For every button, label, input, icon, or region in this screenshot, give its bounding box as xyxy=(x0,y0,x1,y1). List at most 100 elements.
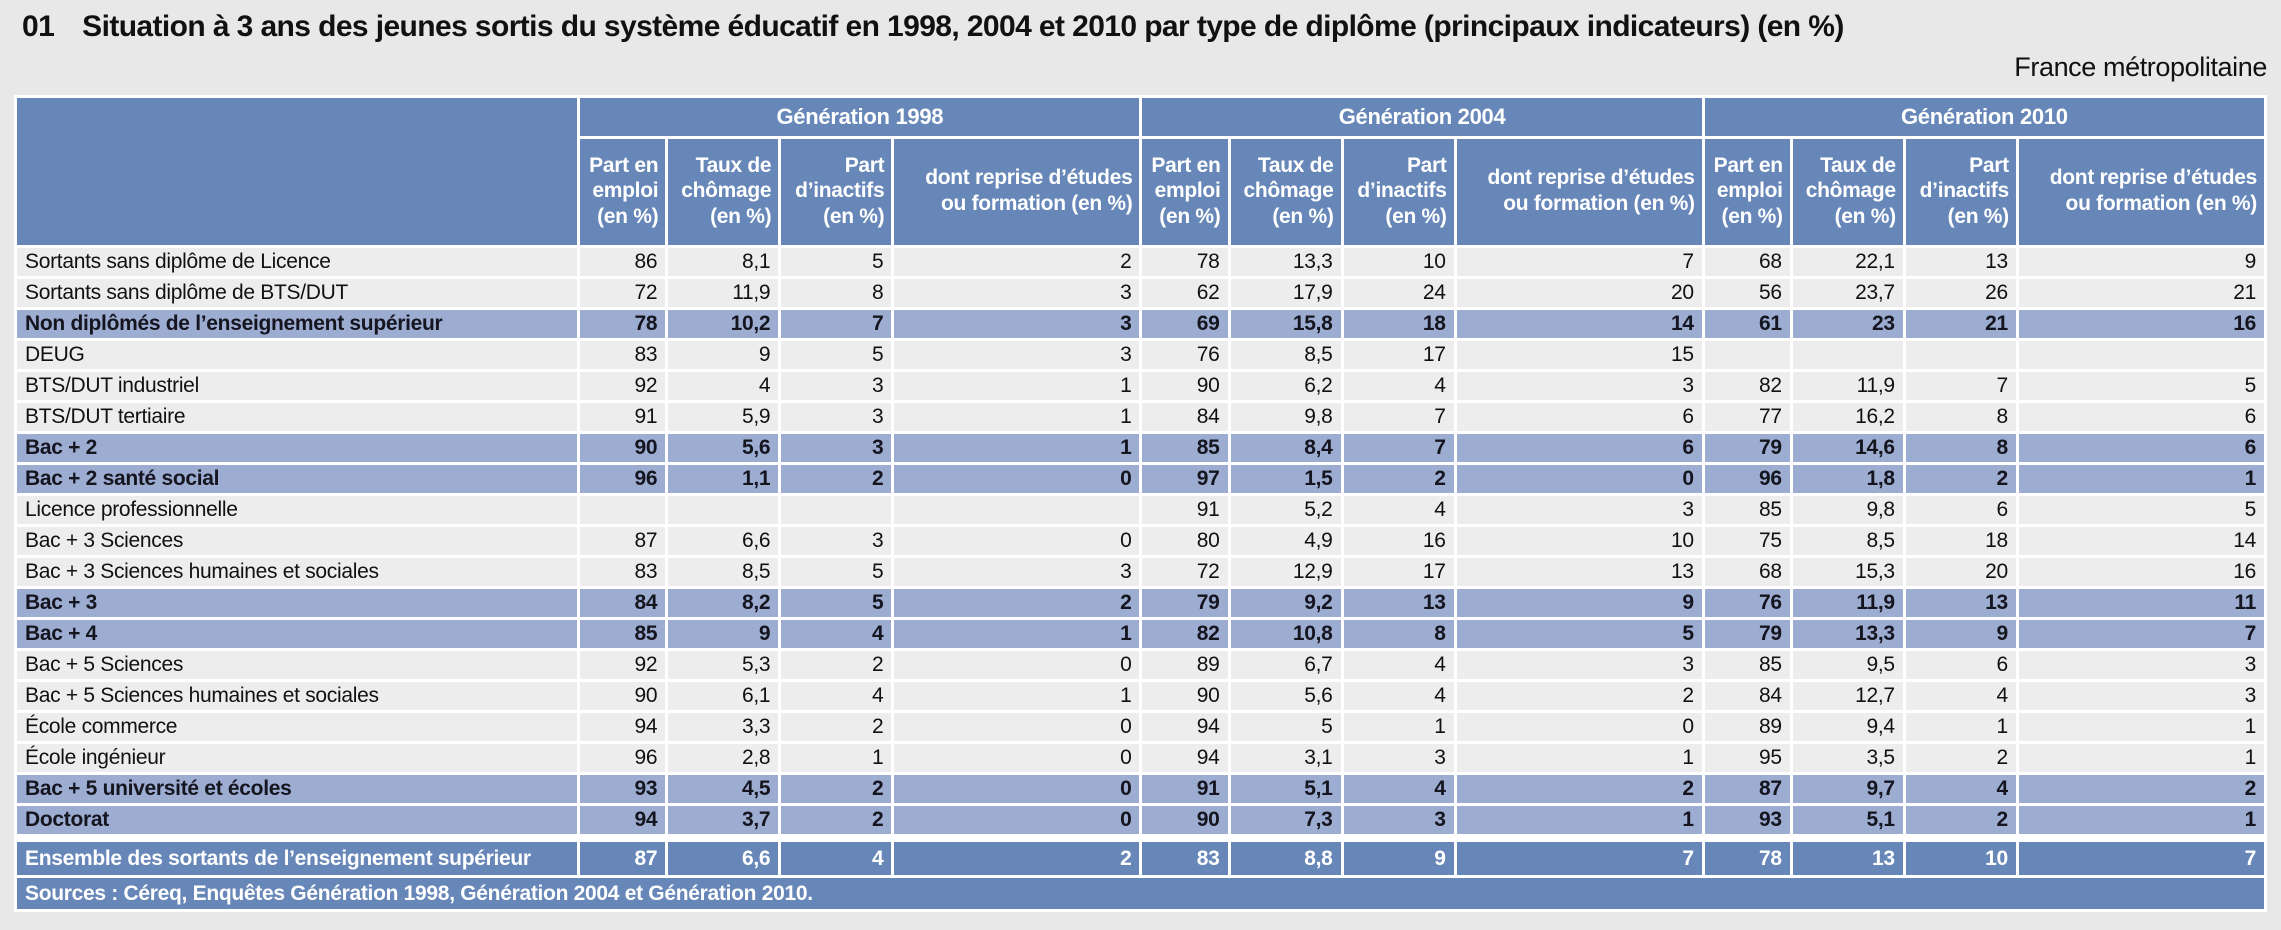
cell-value: 17 xyxy=(1343,558,1454,586)
cell-value: 84 xyxy=(1142,403,1228,431)
cell-value: 87 xyxy=(580,527,666,555)
row-label: Bac + 5 Sciences humaines et sociales xyxy=(17,682,578,710)
table-row: Bac + 2 90 5,6 3 1 85 8,4 7 6 79 14,6 8 6 xyxy=(17,434,2264,462)
cell-value: 15,8 xyxy=(1230,310,1341,338)
cell-value: 11 xyxy=(2018,589,2264,617)
cell-value: 13 xyxy=(1905,589,2016,617)
cell-value: 16 xyxy=(2018,310,2264,338)
cell-value: 72 xyxy=(580,279,666,307)
cell-value: 0 xyxy=(1456,465,1702,493)
cell-value: 2 xyxy=(1905,465,2016,493)
cell-value: 9,8 xyxy=(1792,496,1903,524)
table-body: Sortants sans diplôme de Licence 86 8,1 5 2 7… xyxy=(17,248,2264,909)
cell-value: 1,5 xyxy=(1230,465,1341,493)
cell-value: 2 xyxy=(1905,744,2016,772)
cell-value: 9,2 xyxy=(1230,589,1341,617)
cell-value: 13 xyxy=(1905,248,2016,276)
cell-value: 0 xyxy=(894,713,1140,741)
cell-value: 83 xyxy=(580,558,666,586)
cell-value: 11,9 xyxy=(668,279,779,307)
cell-value: 1 xyxy=(2018,744,2264,772)
cell-value: 4 xyxy=(1343,682,1454,710)
row-label: Sortants sans diplôme de BTS/DUT xyxy=(17,279,578,307)
cell-value: 61 xyxy=(1704,310,1790,338)
cell-value: 11,9 xyxy=(1792,372,1903,400)
cell-value: 5,1 xyxy=(1230,775,1341,803)
cell-value xyxy=(1905,341,2016,369)
cell-value: 3 xyxy=(1456,372,1702,400)
cell-value: 3 xyxy=(894,310,1140,338)
cell-value: 3 xyxy=(894,341,1140,369)
cell-value: 23 xyxy=(1792,310,1903,338)
cell-value: 10,2 xyxy=(668,310,779,338)
cell-value: 1 xyxy=(2018,713,2264,741)
cell-value: 16 xyxy=(2018,558,2264,586)
cell-value: 96 xyxy=(580,744,666,772)
cell-value: 7,3 xyxy=(1230,806,1341,834)
row-label: Ensemble des sortants de l’enseignement … xyxy=(17,842,578,875)
cell-value: 78 xyxy=(1704,842,1790,875)
cell-value: 8,5 xyxy=(1792,527,1903,555)
cell-value: 7 xyxy=(2018,842,2264,875)
cell-value: 3,5 xyxy=(1792,744,1903,772)
cell-value: 6 xyxy=(1905,496,2016,524)
cell-value: 3 xyxy=(781,527,892,555)
cell-value: 91 xyxy=(1142,775,1228,803)
cell-value: 4 xyxy=(1343,651,1454,679)
cell-value: 9 xyxy=(1905,620,2016,648)
cell-value: 2 xyxy=(1343,465,1454,493)
cell-value: 3 xyxy=(894,279,1140,307)
cell-value: 84 xyxy=(580,589,666,617)
cell-value xyxy=(2018,341,2264,369)
cell-value: 1 xyxy=(894,620,1140,648)
table-row: BTS/DUT industriel 92 4 3 1 90 6,2 4 3 82 11,9 7 5 xyxy=(17,372,2264,400)
cell-value: 2 xyxy=(781,465,892,493)
cell-value: 7 xyxy=(1905,372,2016,400)
cell-value: 12,9 xyxy=(1230,558,1341,586)
cell-value: 93 xyxy=(1704,806,1790,834)
cell-value: 84 xyxy=(1704,682,1790,710)
cell-value: 5 xyxy=(781,248,892,276)
table-row: DEUG 83 9 5 3 76 8,5 17 15 xyxy=(17,341,2264,369)
data-table: Génération 1998 Génération 2004 Génération… xyxy=(14,95,2267,912)
row-label: Bac + 2 santé social xyxy=(17,465,578,493)
cell-value: 9 xyxy=(2018,248,2264,276)
row-label: Bac + 5 Sciences xyxy=(17,651,578,679)
row-label: Bac + 3 Sciences humaines et sociales xyxy=(17,558,578,586)
cell-value: 3 xyxy=(894,558,1140,586)
cell-value: 4 xyxy=(781,842,892,875)
cell-value: 3 xyxy=(1456,496,1702,524)
cell-value: 5,9 xyxy=(668,403,779,431)
cell-value xyxy=(1792,341,1903,369)
cell-value: 9,8 xyxy=(1230,403,1341,431)
title-text: Situation à 3 ans des jeunes sortis du s… xyxy=(82,10,1844,43)
table-row: Sortants sans diplôme de Licence 86 8,1 5 2 7… xyxy=(17,248,2264,276)
cell-value: 13,3 xyxy=(1230,248,1341,276)
cell-value: 92 xyxy=(580,651,666,679)
cell-value: 1 xyxy=(894,434,1140,462)
cell-value: 10 xyxy=(1343,248,1454,276)
row-label: Licence professionnelle xyxy=(17,496,578,524)
cell-value: 9 xyxy=(1343,842,1454,875)
table-row: BTS/DUT tertiaire 91 5,9 3 1 84 9,8 7 6 77 16,2 8 6 xyxy=(17,403,2264,431)
cell-value: 7 xyxy=(1343,434,1454,462)
table-row: Non diplômés de l’enseignement supérieur… xyxy=(17,310,2264,338)
column-header: Part d’inactifs (en %) xyxy=(1343,139,1454,245)
group-header: Génération 2004 xyxy=(1142,98,1702,136)
cell-value: 10 xyxy=(1905,842,2016,875)
column-header: dont reprise d’études ou formation (en %… xyxy=(894,139,1140,245)
cell-value: 85 xyxy=(1704,651,1790,679)
cell-value: 1 xyxy=(781,744,892,772)
cell-value: 82 xyxy=(1142,620,1228,648)
cell-value: 68 xyxy=(1704,558,1790,586)
cell-value: 5 xyxy=(1230,713,1341,741)
cell-value: 8,5 xyxy=(668,558,779,586)
cell-value: 6,6 xyxy=(668,842,779,875)
cell-value: 14 xyxy=(2018,527,2264,555)
row-label: Sortants sans diplôme de Licence xyxy=(17,248,578,276)
cell-value: 86 xyxy=(580,248,666,276)
cell-value: 68 xyxy=(1704,248,1790,276)
cell-value: 93 xyxy=(580,775,666,803)
cell-value: 0 xyxy=(894,744,1140,772)
cell-value: 13 xyxy=(1792,842,1903,875)
